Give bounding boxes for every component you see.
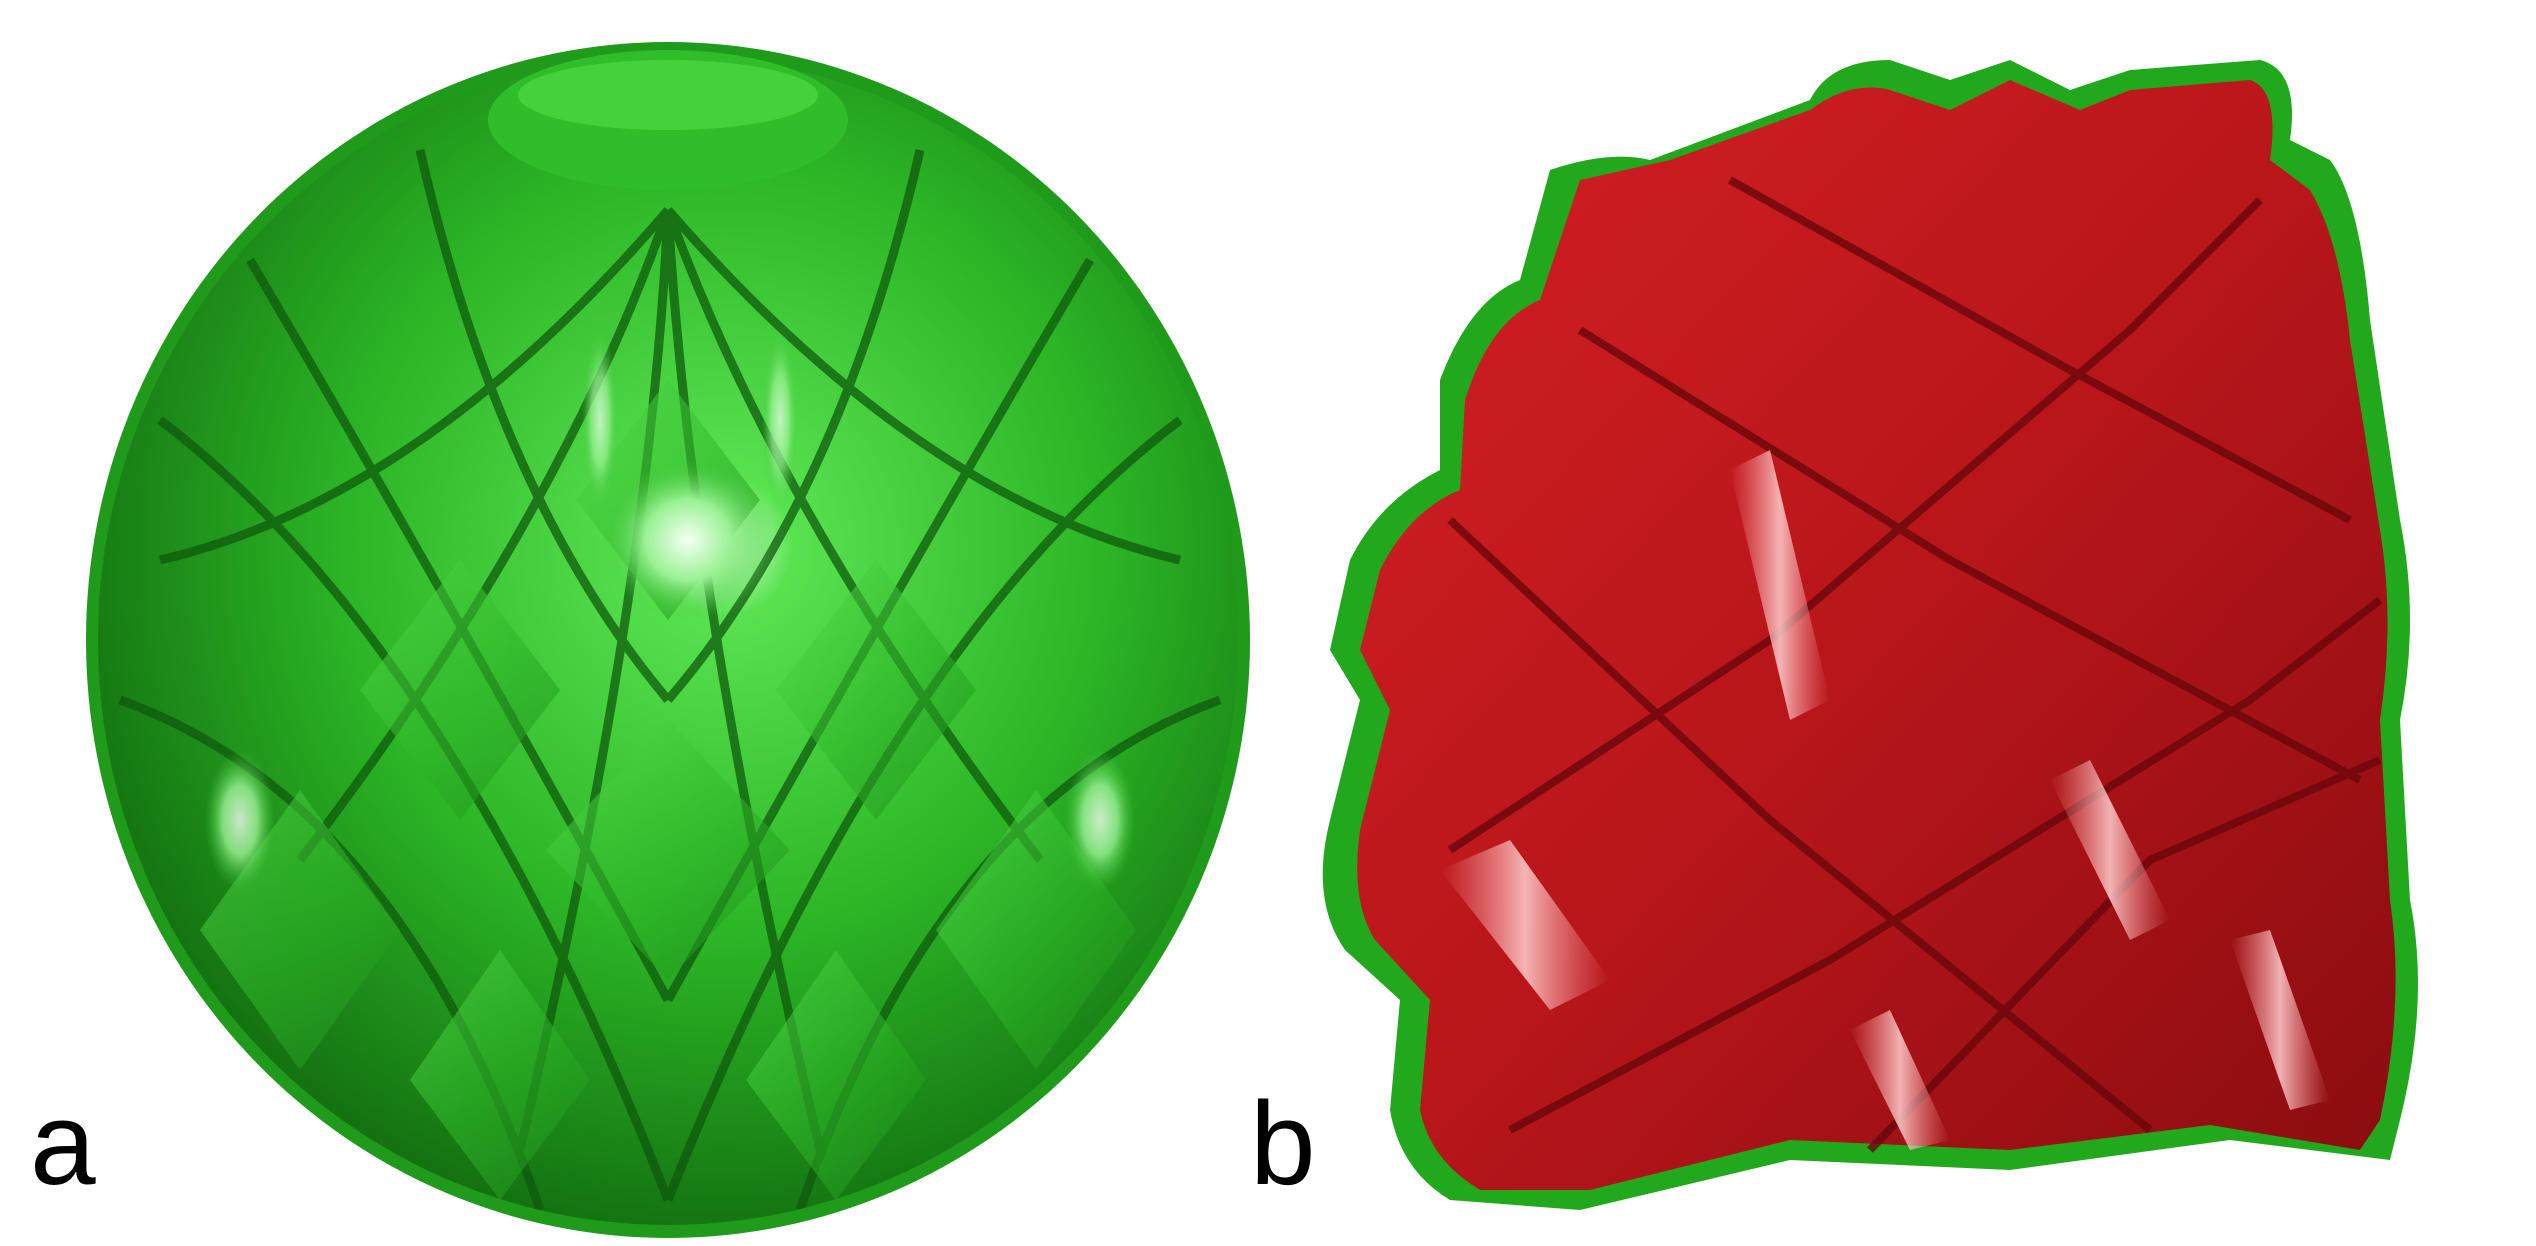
red-sheet-render xyxy=(1322,60,2418,1210)
panel-a xyxy=(0,0,1250,1246)
red-highlights xyxy=(1440,450,2330,1150)
red-ridges xyxy=(1447,176,2383,1153)
panel-label-b: b xyxy=(1250,1078,1316,1210)
green-sphere-render xyxy=(86,42,1250,1238)
sphere-tiles xyxy=(118,148,1222,1212)
panel-label-a: a xyxy=(30,1078,96,1210)
panel-b xyxy=(1250,0,2536,1246)
